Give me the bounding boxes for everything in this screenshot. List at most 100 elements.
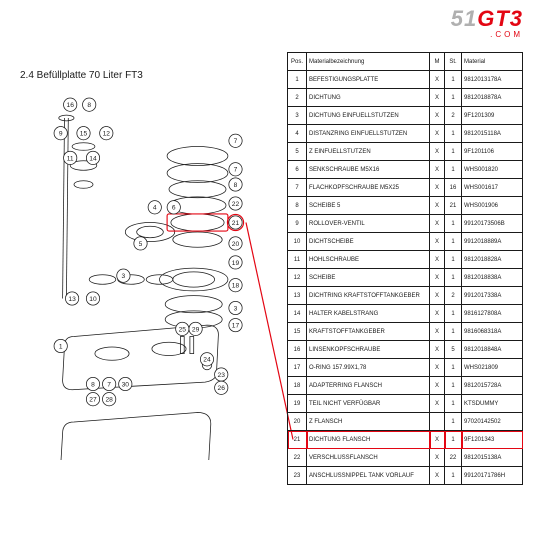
cell-st: 1 (445, 125, 462, 143)
table-row: 20Z FLANSCH 197020142502 (288, 413, 523, 431)
cell-mat: 9912018889A (462, 233, 523, 251)
svg-text:8: 8 (234, 182, 238, 189)
svg-text:23: 23 (218, 372, 226, 379)
cell-desc: LINSENKOPFSCHRAUBE (307, 341, 430, 359)
table-row: 9ROLLOVER-VENTILX199120173506B (288, 215, 523, 233)
cell-st: 2 (445, 287, 462, 305)
cell-m: X (430, 107, 445, 125)
brand-logo: 51GT3 .COM (451, 6, 523, 39)
cell-desc: ROLLOVER-VENTIL (307, 215, 430, 233)
col-st: St. (445, 53, 462, 71)
cell-mat: KTSDUMMY (462, 395, 523, 413)
cell-desc: BEFESTIGUNGSPLATTE (307, 71, 430, 89)
cell-m: X (430, 89, 445, 107)
logo-dotcom: .COM (451, 30, 523, 39)
cell-pos: 23 (288, 467, 307, 485)
table-row: 17O-RING 157.99X1,78X1WHS021809 (288, 359, 523, 377)
cell-mat: 97020142502 (462, 413, 523, 431)
svg-text:29: 29 (192, 326, 200, 333)
cell-m: X (430, 251, 445, 269)
cell-pos: 22 (288, 449, 307, 467)
svg-text:4: 4 (153, 205, 157, 212)
cell-pos: 16 (288, 341, 307, 359)
cell-m: X (430, 233, 445, 251)
svg-text:6: 6 (172, 205, 176, 212)
cell-m: X (430, 179, 445, 197)
exploded-diagram: 1689151211147782221462019531831713101242… (10, 80, 290, 460)
svg-text:3: 3 (234, 305, 238, 312)
cell-mat: 9812018838A (462, 269, 523, 287)
cell-mat: 9912017338A (462, 287, 523, 305)
svg-text:8: 8 (87, 102, 91, 109)
cell-desc: ANSCHLUSSNIPPEL TANK VORLAUF (307, 467, 430, 485)
svg-text:24: 24 (203, 357, 211, 364)
svg-text:20: 20 (232, 241, 240, 248)
cell-m: X (430, 143, 445, 161)
cell-mat: 9812018848A (462, 341, 523, 359)
cell-pos: 17 (288, 359, 307, 377)
svg-text:13: 13 (68, 296, 76, 303)
cell-m: X (430, 161, 445, 179)
svg-text:3: 3 (122, 273, 126, 280)
cell-pos: 11 (288, 251, 307, 269)
cell-pos: 6 (288, 161, 307, 179)
cell-mat: WHS021809 (462, 359, 523, 377)
cell-st: 21 (445, 197, 462, 215)
table-row: 14HALTER KABELSTRANGX19816127808A (288, 305, 523, 323)
cell-pos: 2 (288, 89, 307, 107)
table-row: 1BEFESTIGUNGSPLATTEX19812013178A (288, 71, 523, 89)
col-m: M (430, 53, 445, 71)
cell-desc: Z FLANSCH (307, 413, 430, 431)
cell-m: X (430, 377, 445, 395)
cell-pos: 12 (288, 269, 307, 287)
table-row: 11HOHLSCHRAUBEX19812018828A (288, 251, 523, 269)
cell-st: 1 (445, 89, 462, 107)
cell-mat: 9F1201343 (462, 431, 523, 449)
cell-st: 2 (445, 107, 462, 125)
table-row: 18ADAPTERRING FLANSCHX19812015728A (288, 377, 523, 395)
cell-desc: FLACHKOPFSCHRAUBE M5X25 (307, 179, 430, 197)
cell-st: 1 (445, 323, 462, 341)
cell-desc: HOHLSCHRAUBE (307, 251, 430, 269)
col-mat: Material (462, 53, 523, 71)
cell-pos: 8 (288, 197, 307, 215)
cell-mat: WHS001617 (462, 179, 523, 197)
cell-mat: WHS001820 (462, 161, 523, 179)
svg-text:21: 21 (232, 220, 240, 227)
cell-desc: DICHTSCHEIBE (307, 233, 430, 251)
parts-table: Pos. Materialbezeichnung M St. Material … (287, 52, 523, 485)
cell-desc: KRAFTSTOFFTANKGEBER (307, 323, 430, 341)
table-row: 15KRAFTSTOFFTANKGEBERX19816068318A (288, 323, 523, 341)
cell-mat: 99120171786H (462, 467, 523, 485)
cell-pos: 20 (288, 413, 307, 431)
cell-pos: 1 (288, 71, 307, 89)
cell-st: 1 (445, 251, 462, 269)
cell-desc: DICHTRING KRAFTSTOFFTANKGEBER (307, 287, 430, 305)
cell-st: 1 (445, 467, 462, 485)
table-row: 13DICHTRING KRAFTSTOFFTANKGEBERX29912017… (288, 287, 523, 305)
svg-text:27: 27 (89, 397, 97, 404)
svg-text:9: 9 (59, 131, 63, 138)
svg-text:28: 28 (105, 397, 113, 404)
cell-desc: Z EINFUELLSTUTZEN (307, 143, 430, 161)
cell-mat: 9816127808A (462, 305, 523, 323)
cell-st: 1 (445, 395, 462, 413)
cell-m: X (430, 125, 445, 143)
cell-mat: 9812015138A (462, 449, 523, 467)
cell-m: X (430, 449, 445, 467)
cell-st: 1 (445, 413, 462, 431)
cell-mat: 9F1201106 (462, 143, 523, 161)
svg-text:10: 10 (89, 296, 97, 303)
cell-st: 1 (445, 161, 462, 179)
svg-text:18: 18 (232, 283, 240, 290)
svg-text:17: 17 (232, 322, 240, 329)
cell-st: 1 (445, 233, 462, 251)
cell-pos: 7 (288, 179, 307, 197)
table-row: 22VERSCHLUSSFLANSCHX229812015138A (288, 449, 523, 467)
cell-mat: 9812015728A (462, 377, 523, 395)
cell-desc: DICHTUNG FLANSCH (307, 431, 430, 449)
cell-m: X (430, 467, 445, 485)
col-desc: Materialbezeichnung (307, 53, 430, 71)
cell-st: 16 (445, 179, 462, 197)
svg-text:25: 25 (179, 326, 187, 333)
